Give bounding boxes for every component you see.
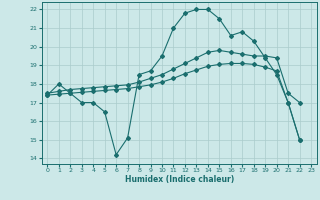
X-axis label: Humidex (Indice chaleur): Humidex (Indice chaleur) [124, 175, 234, 184]
